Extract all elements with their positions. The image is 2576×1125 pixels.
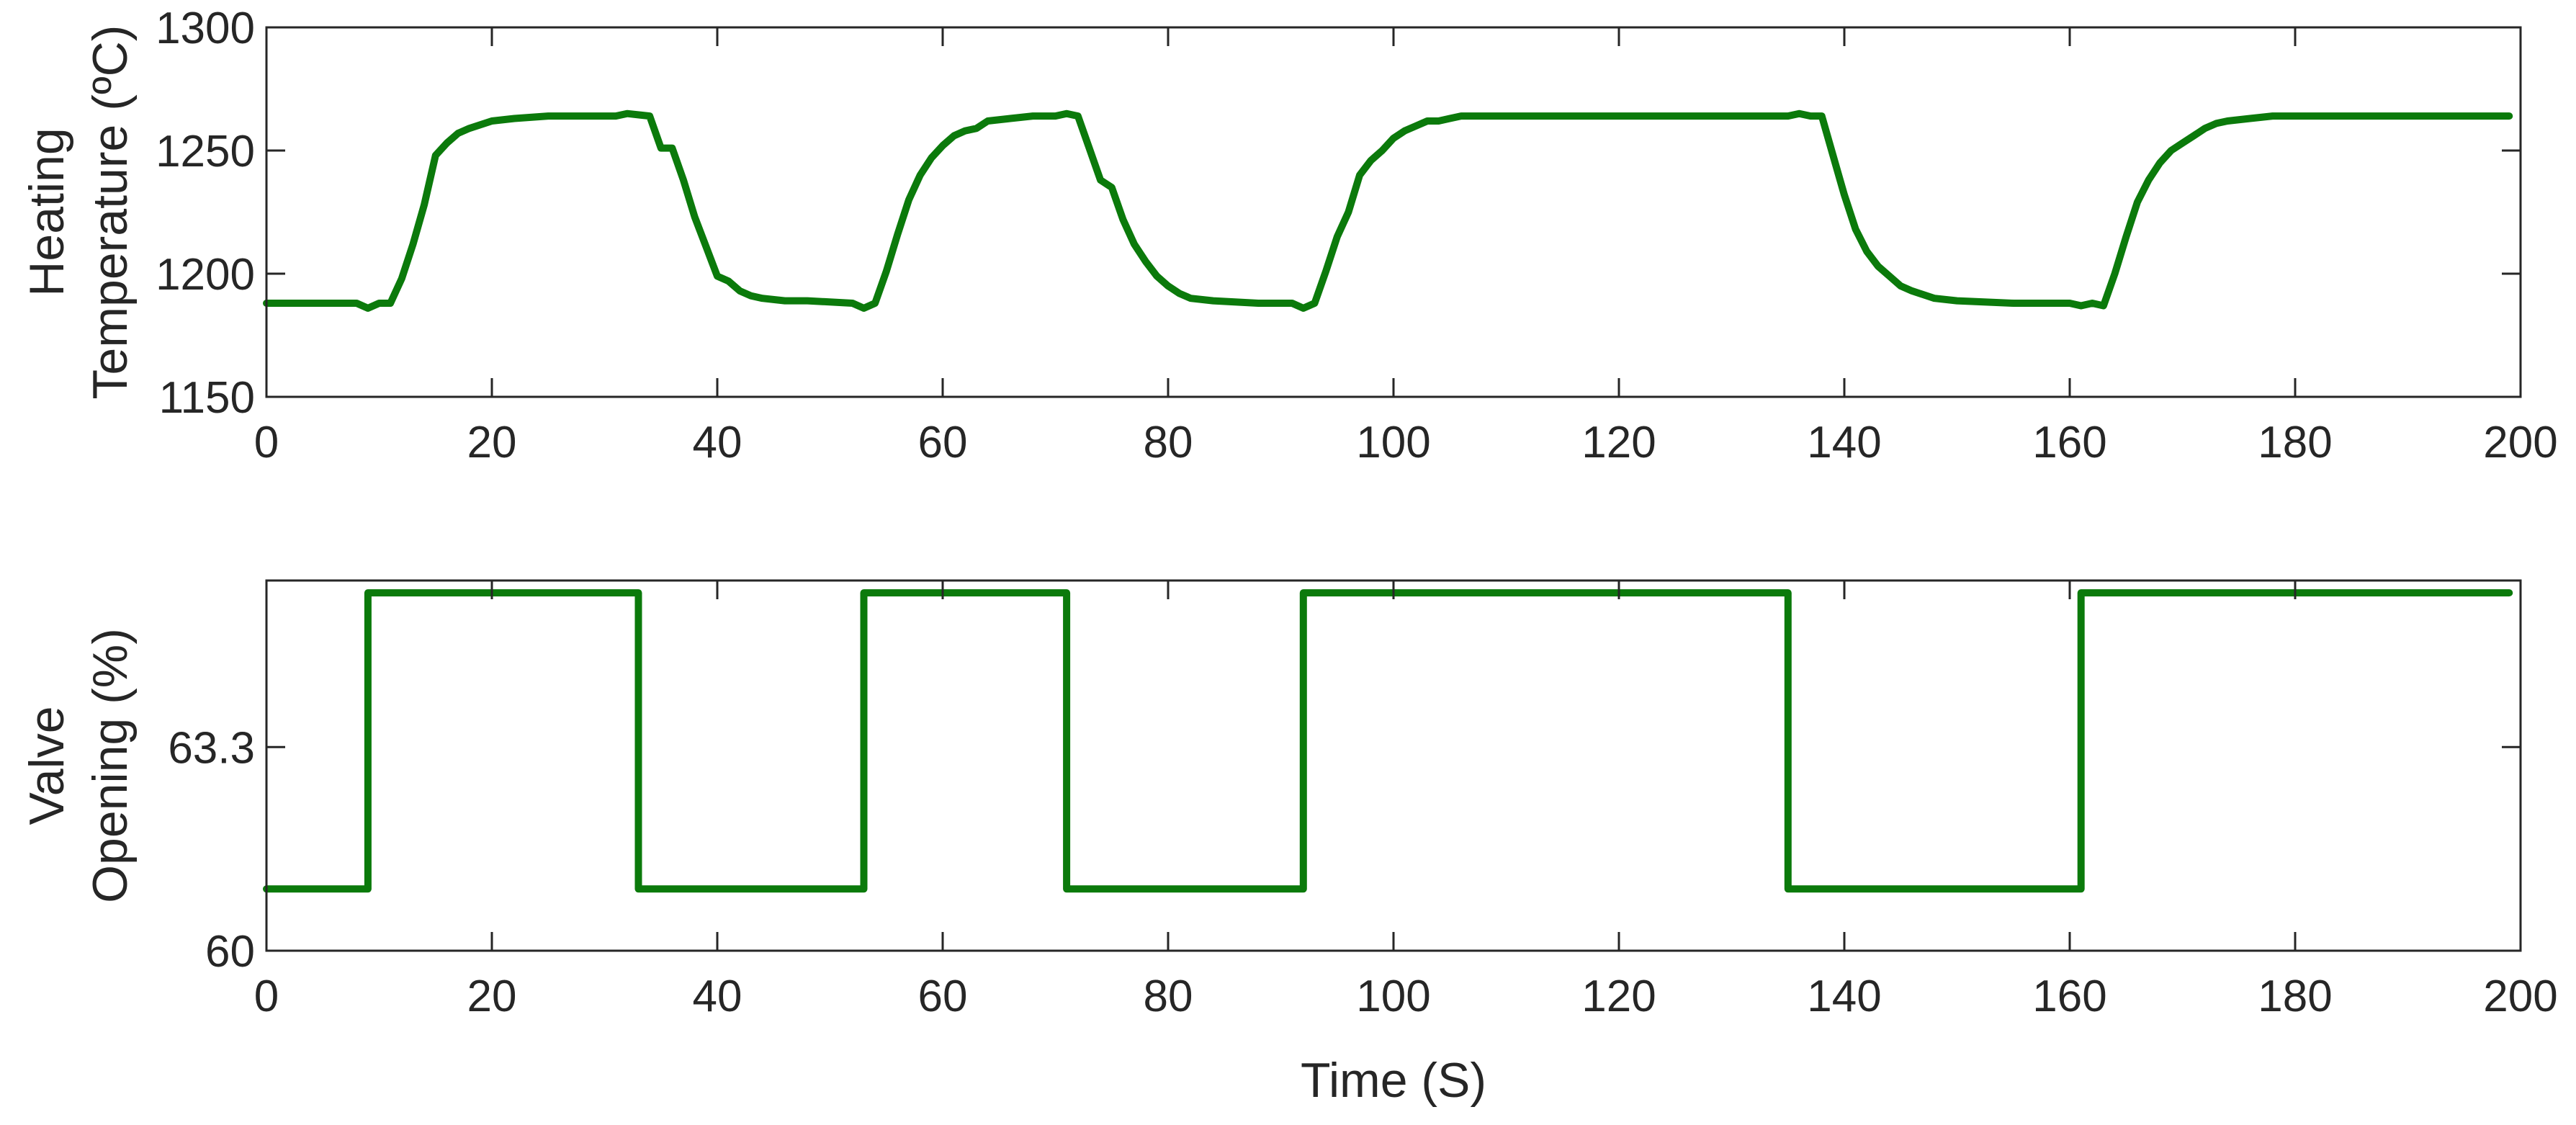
heating-temperature-plot: 0 20 40 60 80 100 120 140 160 180 200 1150 1200 1250 1… (19, 4, 2558, 467)
heating-temperature-x-tick-label: 80 (1144, 418, 1193, 467)
heating-temperature-series-line (263, 109, 2513, 312)
heating-temperature-x-tick-label: 100 (1356, 418, 1430, 467)
valve-opening-x-tick-label: 60 (918, 972, 968, 1021)
heating-temperature-ticks: 0 20 40 60 80 100 120 140 160 180 200 1150 1200 1250 1… (156, 4, 2558, 467)
valve-opening-series-line (263, 589, 2513, 893)
heating-temperature-line-layer (263, 109, 2513, 312)
heating-temperature-x-tick-label: 40 (693, 418, 742, 467)
valve-opening-line-layer (263, 589, 2513, 893)
valve-opening-x-tick-label: 140 (1807, 972, 1881, 1021)
valve-opening-x-tick-label: 180 (2258, 972, 2332, 1021)
valve-opening-y-tick-label: 60 (205, 927, 255, 977)
time-xlabel: Time (S) (1301, 1053, 1486, 1108)
heating-temperature-ylabel-line1: Heating (19, 127, 74, 296)
heating-temperature-x-tick-label: 200 (2483, 418, 2557, 467)
heating-temperature-x-tick-label: 160 (2032, 418, 2106, 467)
heating-temperature-y-tick-label: 1200 (156, 250, 255, 300)
valve-opening-x-tick-label: 80 (1144, 972, 1193, 1021)
valve-opening-y-tick-label: 63.3 (168, 723, 255, 773)
valve-opening-x-tick-label: 40 (693, 972, 742, 1021)
valve-opening-ylabel-line1: Valve (19, 706, 74, 825)
valve-opening-x-tick-label: 200 (2483, 972, 2557, 1021)
heating-temperature-x-tick-label: 0 (254, 418, 279, 467)
valve-opening-x-tick-label: 160 (2032, 972, 2106, 1021)
heating-temperature-ylabel-line2: Temperature (ºC) (83, 25, 138, 400)
heating-temperature-x-tick-label: 180 (2258, 418, 2332, 467)
valve-opening-ylabel-line2: Opening (%) (83, 628, 138, 903)
valve-opening-x-tick-label: 100 (1356, 972, 1430, 1021)
heating-temperature-y-tick-label: 1250 (156, 127, 255, 176)
valve-opening-ticks: 0 20 40 60 80 100 120 140 160 180 200 60 63.3 (168, 581, 2558, 1021)
valve-opening-x-tick-label: 20 (467, 972, 517, 1021)
heating-temperature-x-tick-label: 20 (467, 418, 517, 467)
valve-opening-x-tick-label: 120 (1581, 972, 1656, 1021)
heating-temperature-x-tick-label: 120 (1581, 418, 1656, 467)
heating-temperature-x-tick-label: 140 (1807, 418, 1881, 467)
heating-temperature-x-tick-label: 60 (918, 418, 968, 467)
heating-temperature-y-tick-label: 1300 (156, 4, 255, 53)
heating-temperature-y-tick-label: 1150 (159, 373, 255, 423)
valve-opening-x-tick-label: 0 (254, 972, 279, 1021)
